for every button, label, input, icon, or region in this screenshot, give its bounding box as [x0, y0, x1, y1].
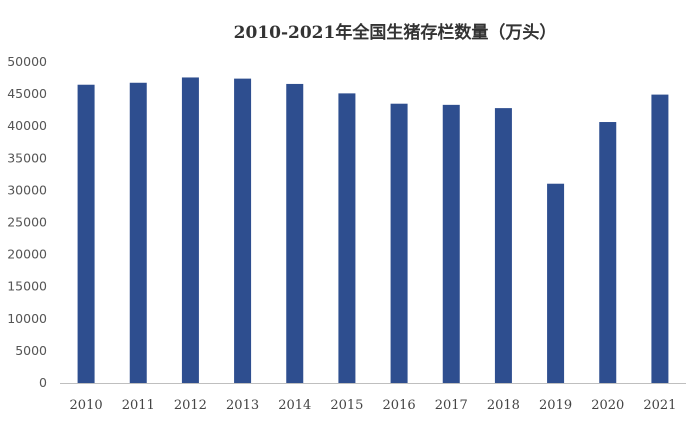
bar-2016 — [390, 103, 408, 384]
bar-2011 — [129, 82, 147, 383]
x-tick-label: 2010 — [70, 398, 103, 413]
x-axis: 2010 2011 2012 2013 2014 2015 2016 2017 2018 2019… — [60, 383, 686, 413]
x-tick-label: 2017 — [435, 398, 468, 413]
x-tick-label: 2011 — [122, 398, 155, 413]
bar-2014 — [286, 83, 304, 384]
chart-title: 2010-2021年全国生猪存栏数量（万头） — [234, 22, 557, 43]
y-tick-label: 50000 — [7, 54, 47, 69]
y-tick-label: 30000 — [7, 182, 47, 197]
bar-2021 — [651, 94, 669, 383]
x-tick-label: 2015 — [330, 398, 363, 413]
bar-2015 — [338, 93, 356, 383]
x-tick-label: 2019 — [539, 398, 572, 413]
y-tick-label: 10000 — [7, 311, 47, 326]
y-tick-label: 35000 — [7, 150, 47, 165]
bar-2013 — [234, 78, 252, 383]
x-tick-label: 2021 — [643, 398, 676, 413]
x-tick-label: 2018 — [487, 398, 520, 413]
x-tick-label: 2014 — [278, 398, 311, 413]
y-tick-label: 45000 — [7, 86, 47, 101]
y-tick-label: 25000 — [7, 215, 47, 230]
y-axis: 0 5000 10000 15000 20000 25000 30000 35000 40000… — [7, 54, 47, 390]
x-tick-label: 2016 — [383, 398, 416, 413]
y-tick-label: 0 — [39, 375, 47, 390]
y-tick-label: 20000 — [7, 247, 47, 262]
y-tick-label: 15000 — [7, 279, 47, 294]
x-tick-label: 2013 — [226, 398, 259, 413]
y-tick-label: 5000 — [15, 343, 47, 358]
bar-2020 — [599, 122, 617, 383]
bar-2017 — [442, 104, 460, 383]
bar-2010 — [77, 84, 95, 383]
bar-2019 — [547, 183, 565, 383]
bars-group — [77, 77, 669, 384]
y-tick-label: 40000 — [7, 118, 47, 133]
bar-2018 — [494, 108, 512, 383]
x-tick-label: 2020 — [591, 398, 624, 413]
bar-2012 — [181, 77, 199, 384]
x-tick-label: 2012 — [174, 398, 207, 413]
